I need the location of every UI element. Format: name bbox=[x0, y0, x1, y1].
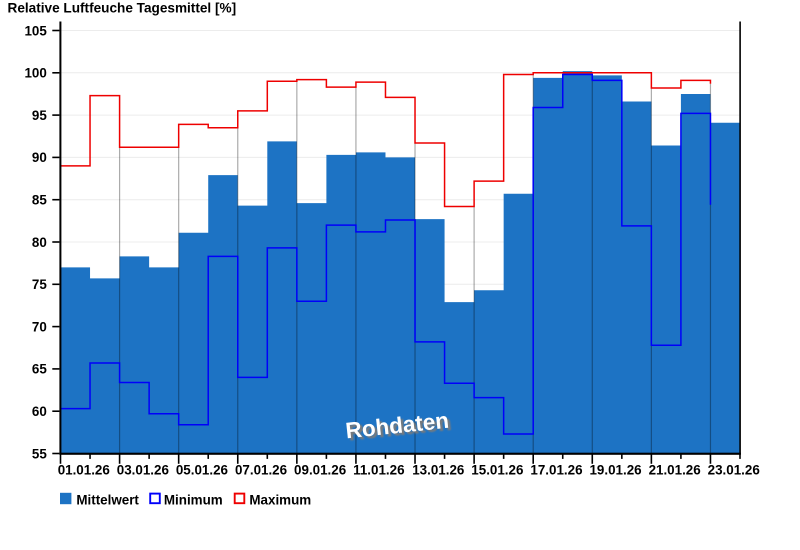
svg-text:09.01.26: 09.01.26 bbox=[294, 463, 346, 478]
svg-text:85: 85 bbox=[32, 193, 47, 208]
svg-text:105: 105 bbox=[24, 23, 47, 38]
svg-text:Maximum: Maximum bbox=[249, 493, 311, 508]
svg-text:100: 100 bbox=[24, 66, 46, 81]
svg-text:11.01.26: 11.01.26 bbox=[353, 463, 404, 478]
svg-text:Mittelwert: Mittelwert bbox=[76, 493, 139, 508]
svg-text:03.01.26: 03.01.26 bbox=[117, 463, 169, 478]
svg-text:90: 90 bbox=[32, 150, 47, 165]
svg-text:80: 80 bbox=[32, 235, 47, 250]
svg-text:13.01.26: 13.01.26 bbox=[412, 463, 464, 478]
svg-text:Minimum: Minimum bbox=[164, 493, 223, 508]
svg-text:07.01.26: 07.01.26 bbox=[235, 463, 287, 478]
svg-text:55: 55 bbox=[32, 446, 47, 461]
svg-text:95: 95 bbox=[32, 108, 47, 123]
svg-text:60: 60 bbox=[32, 404, 47, 419]
svg-text:19.01.26: 19.01.26 bbox=[589, 463, 641, 478]
svg-text:01.01.26: 01.01.26 bbox=[58, 463, 110, 478]
svg-text:Relative Luftfeuche Tagesmitte: Relative Luftfeuche Tagesmittel [%] bbox=[8, 0, 237, 15]
svg-text:21.01.26: 21.01.26 bbox=[649, 463, 701, 478]
svg-text:17.01.26: 17.01.26 bbox=[530, 463, 582, 478]
svg-text:05.01.26: 05.01.26 bbox=[176, 463, 228, 478]
svg-text:70: 70 bbox=[32, 319, 47, 334]
svg-text:23.01.26: 23.01.26 bbox=[708, 463, 760, 478]
svg-text:15.01.26: 15.01.26 bbox=[471, 463, 523, 478]
svg-text:75: 75 bbox=[32, 277, 47, 292]
svg-text:65: 65 bbox=[32, 362, 47, 377]
